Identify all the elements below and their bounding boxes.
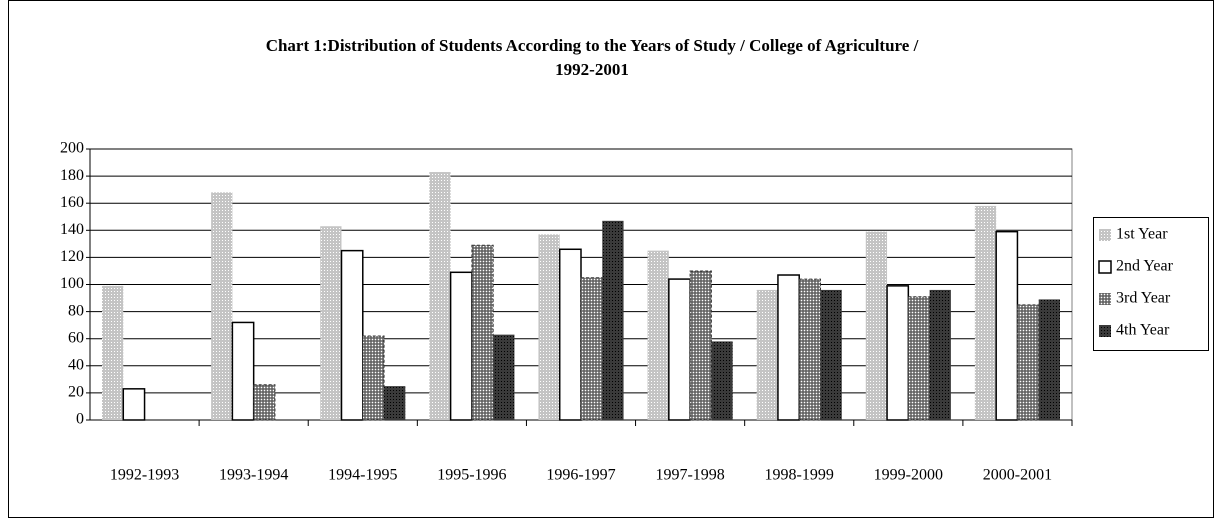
y-tick-label: 80 [68, 302, 84, 319]
bar [1016, 304, 1040, 421]
bar [995, 230, 1019, 421]
bar [429, 172, 451, 420]
bar [580, 277, 603, 421]
y-tick-label: 120 [60, 248, 84, 265]
bar [689, 270, 712, 421]
x-tick-label: 1995-1996 [437, 467, 506, 484]
y-tick-label: 160 [60, 194, 84, 211]
legend-swatch [1099, 293, 1111, 305]
x-tick-label: 1992-1993 [110, 467, 179, 484]
bar [777, 274, 800, 421]
y-tick-label: 20 [68, 384, 84, 401]
y-tick-label: 140 [60, 221, 84, 238]
legend-box [1093, 217, 1209, 351]
bar [820, 289, 842, 420]
legend-swatch [1099, 325, 1111, 337]
bar [865, 231, 888, 420]
bar [362, 335, 385, 421]
bar [974, 205, 997, 420]
x-tick-label: 1998-1999 [765, 467, 834, 484]
x-tick-label: 2000-2001 [983, 467, 1052, 484]
bar [756, 289, 778, 420]
bar [102, 285, 124, 420]
bar [602, 220, 624, 420]
bar [1038, 299, 1060, 420]
bar [493, 334, 515, 420]
bar [558, 248, 582, 421]
y-tick-label: 40 [68, 356, 84, 373]
bar [886, 285, 910, 421]
x-tick-label: 1994-1995 [328, 467, 397, 484]
bar [668, 278, 691, 421]
y-tick-label: 200 [60, 140, 84, 157]
bar [538, 234, 560, 420]
x-tick-label: 1999-2000 [874, 467, 943, 484]
legend-swatch [1098, 260, 1112, 274]
bar [798, 278, 821, 421]
legend-label: 3rd Year [1116, 290, 1171, 307]
chart-title: 1992-2001 [555, 60, 629, 79]
bar [211, 192, 233, 420]
y-tick-label: 0 [76, 411, 84, 428]
bar [340, 249, 364, 421]
y-tick-label: 100 [60, 275, 84, 292]
legend-label: 2nd Year [1116, 258, 1174, 275]
chart-title: Chart 1:Distribution of Students Accordi… [266, 36, 919, 55]
x-tick-label: 1996-1997 [546, 467, 615, 484]
bar [231, 321, 255, 421]
bar [384, 386, 406, 420]
legend-label: 4th Year [1116, 322, 1170, 339]
legend-swatch [1099, 229, 1111, 241]
bar [647, 250, 669, 420]
bar [711, 341, 733, 420]
bar [253, 384, 276, 421]
bar [929, 289, 951, 420]
y-tick-label: 180 [60, 167, 84, 184]
x-tick-label: 1997-1998 [655, 467, 724, 484]
bar [320, 226, 342, 420]
bar [449, 271, 473, 421]
legend-label: 1st Year [1116, 226, 1168, 243]
bar [122, 388, 146, 421]
bar [471, 244, 494, 421]
y-tick-label: 60 [68, 329, 84, 346]
bar [907, 296, 931, 421]
x-tick-label: 1993-1994 [219, 467, 288, 484]
